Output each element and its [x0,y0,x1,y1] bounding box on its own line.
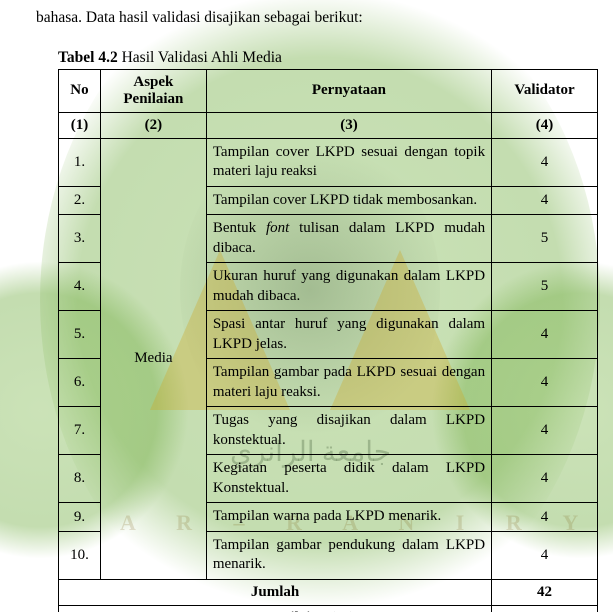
cell-val: 4 [492,455,598,503]
cell-val: 5 [492,215,598,263]
table-row-persen: Persentase penilaian (%) 84 [59,605,598,612]
cell-no: 2. [59,186,101,215]
cell-val: 4 [492,186,598,215]
lead-text: bahasa. Data hasil validasi disajikan se… [36,6,577,31]
cell-statement: Tampilan warna pada LKPD menarik. [206,503,491,532]
cell-statement: Tampilan cover LKPD tidak membosankan. [206,186,491,215]
cell-no: 5. [59,311,101,359]
cell-jumlah-label: Jumlah [59,579,492,605]
cell-val: 4 [492,311,598,359]
cell-no: 9. [59,503,101,532]
cell-statement: Tampilan cover LKPD sesuai dengan topik … [206,138,491,186]
th-sub-validator: (4) [492,112,598,138]
page-root: جامعة الرانري A R – R A N I R Y bahasa. … [0,0,613,612]
cell-val: 4 [492,531,598,579]
cell-statement-ital: font [266,220,289,236]
cell-statement: Spasi antar huruf yang digunakan dalam L… [206,311,491,359]
table-subheader-row: (1) (2) (3) (4) [59,112,598,138]
content: bahasa. Data hasil validasi disajikan se… [0,0,613,612]
cell-statement: Tampilan gambar pada LKPD sesuai dengan … [206,359,491,407]
cell-statement: Ukuran huruf yang digunakan dalam LKPD m… [206,263,491,311]
cell-no: 3. [59,215,101,263]
table-row-jumlah: Jumlah 42 [59,579,598,605]
table-caption-rest: Hasil Validasi Ahli Media [118,49,282,66]
th-sub-no: (1) [59,112,101,138]
table-header-row: No Aspek Penilaian Pernyataan Validator [59,69,598,112]
cell-no: 10. [59,531,101,579]
cell-aspek-media: Media [100,138,206,579]
cell-persen-value: 84 [492,605,598,612]
th-sub-pernyataan: (3) [206,112,491,138]
cell-val: 4 [492,138,598,186]
table-row: 1. Media Tampilan cover LKPD sesuai deng… [59,138,598,186]
cell-no: 4. [59,263,101,311]
cell-val: 4 [492,503,598,532]
th-sub-aspek: (2) [100,112,206,138]
cell-no: 1. [59,138,101,186]
cell-statement: Kegiatan peserta didik dalam LKPD Konste… [206,455,491,503]
th-validator: Validator [492,69,598,112]
table-caption-bold: Tabel 4.2 [58,49,118,66]
cell-persen-label: Persentase penilaian (%) [59,605,492,612]
th-aspek: Aspek Penilaian [100,69,206,112]
cell-val: 4 [492,407,598,455]
th-no: No [59,69,101,112]
table-caption: Tabel 4.2 Hasil Validasi Ahli Media [58,49,577,67]
cell-no: 7. [59,407,101,455]
cell-jumlah-value: 42 [492,579,598,605]
cell-statement: Tugas yang disajikan dalam LKPD konstekt… [206,407,491,455]
cell-no: 8. [59,455,101,503]
cell-statement: Bentuk font tulisan dalam LKPD mudah dib… [206,215,491,263]
cell-statement: Tampilan gambar pendukung dalam LKPD men… [206,531,491,579]
table-body: 1. Media Tampilan cover LKPD sesuai deng… [59,138,598,612]
cell-val: 4 [492,359,598,407]
cell-val: 5 [492,263,598,311]
cell-statement-pre: Bentuk [213,220,266,236]
th-pernyataan: Pernyataan [206,69,491,112]
cell-no: 6. [59,359,101,407]
validation-table: No Aspek Penilaian Pernyataan Validator … [58,69,598,612]
